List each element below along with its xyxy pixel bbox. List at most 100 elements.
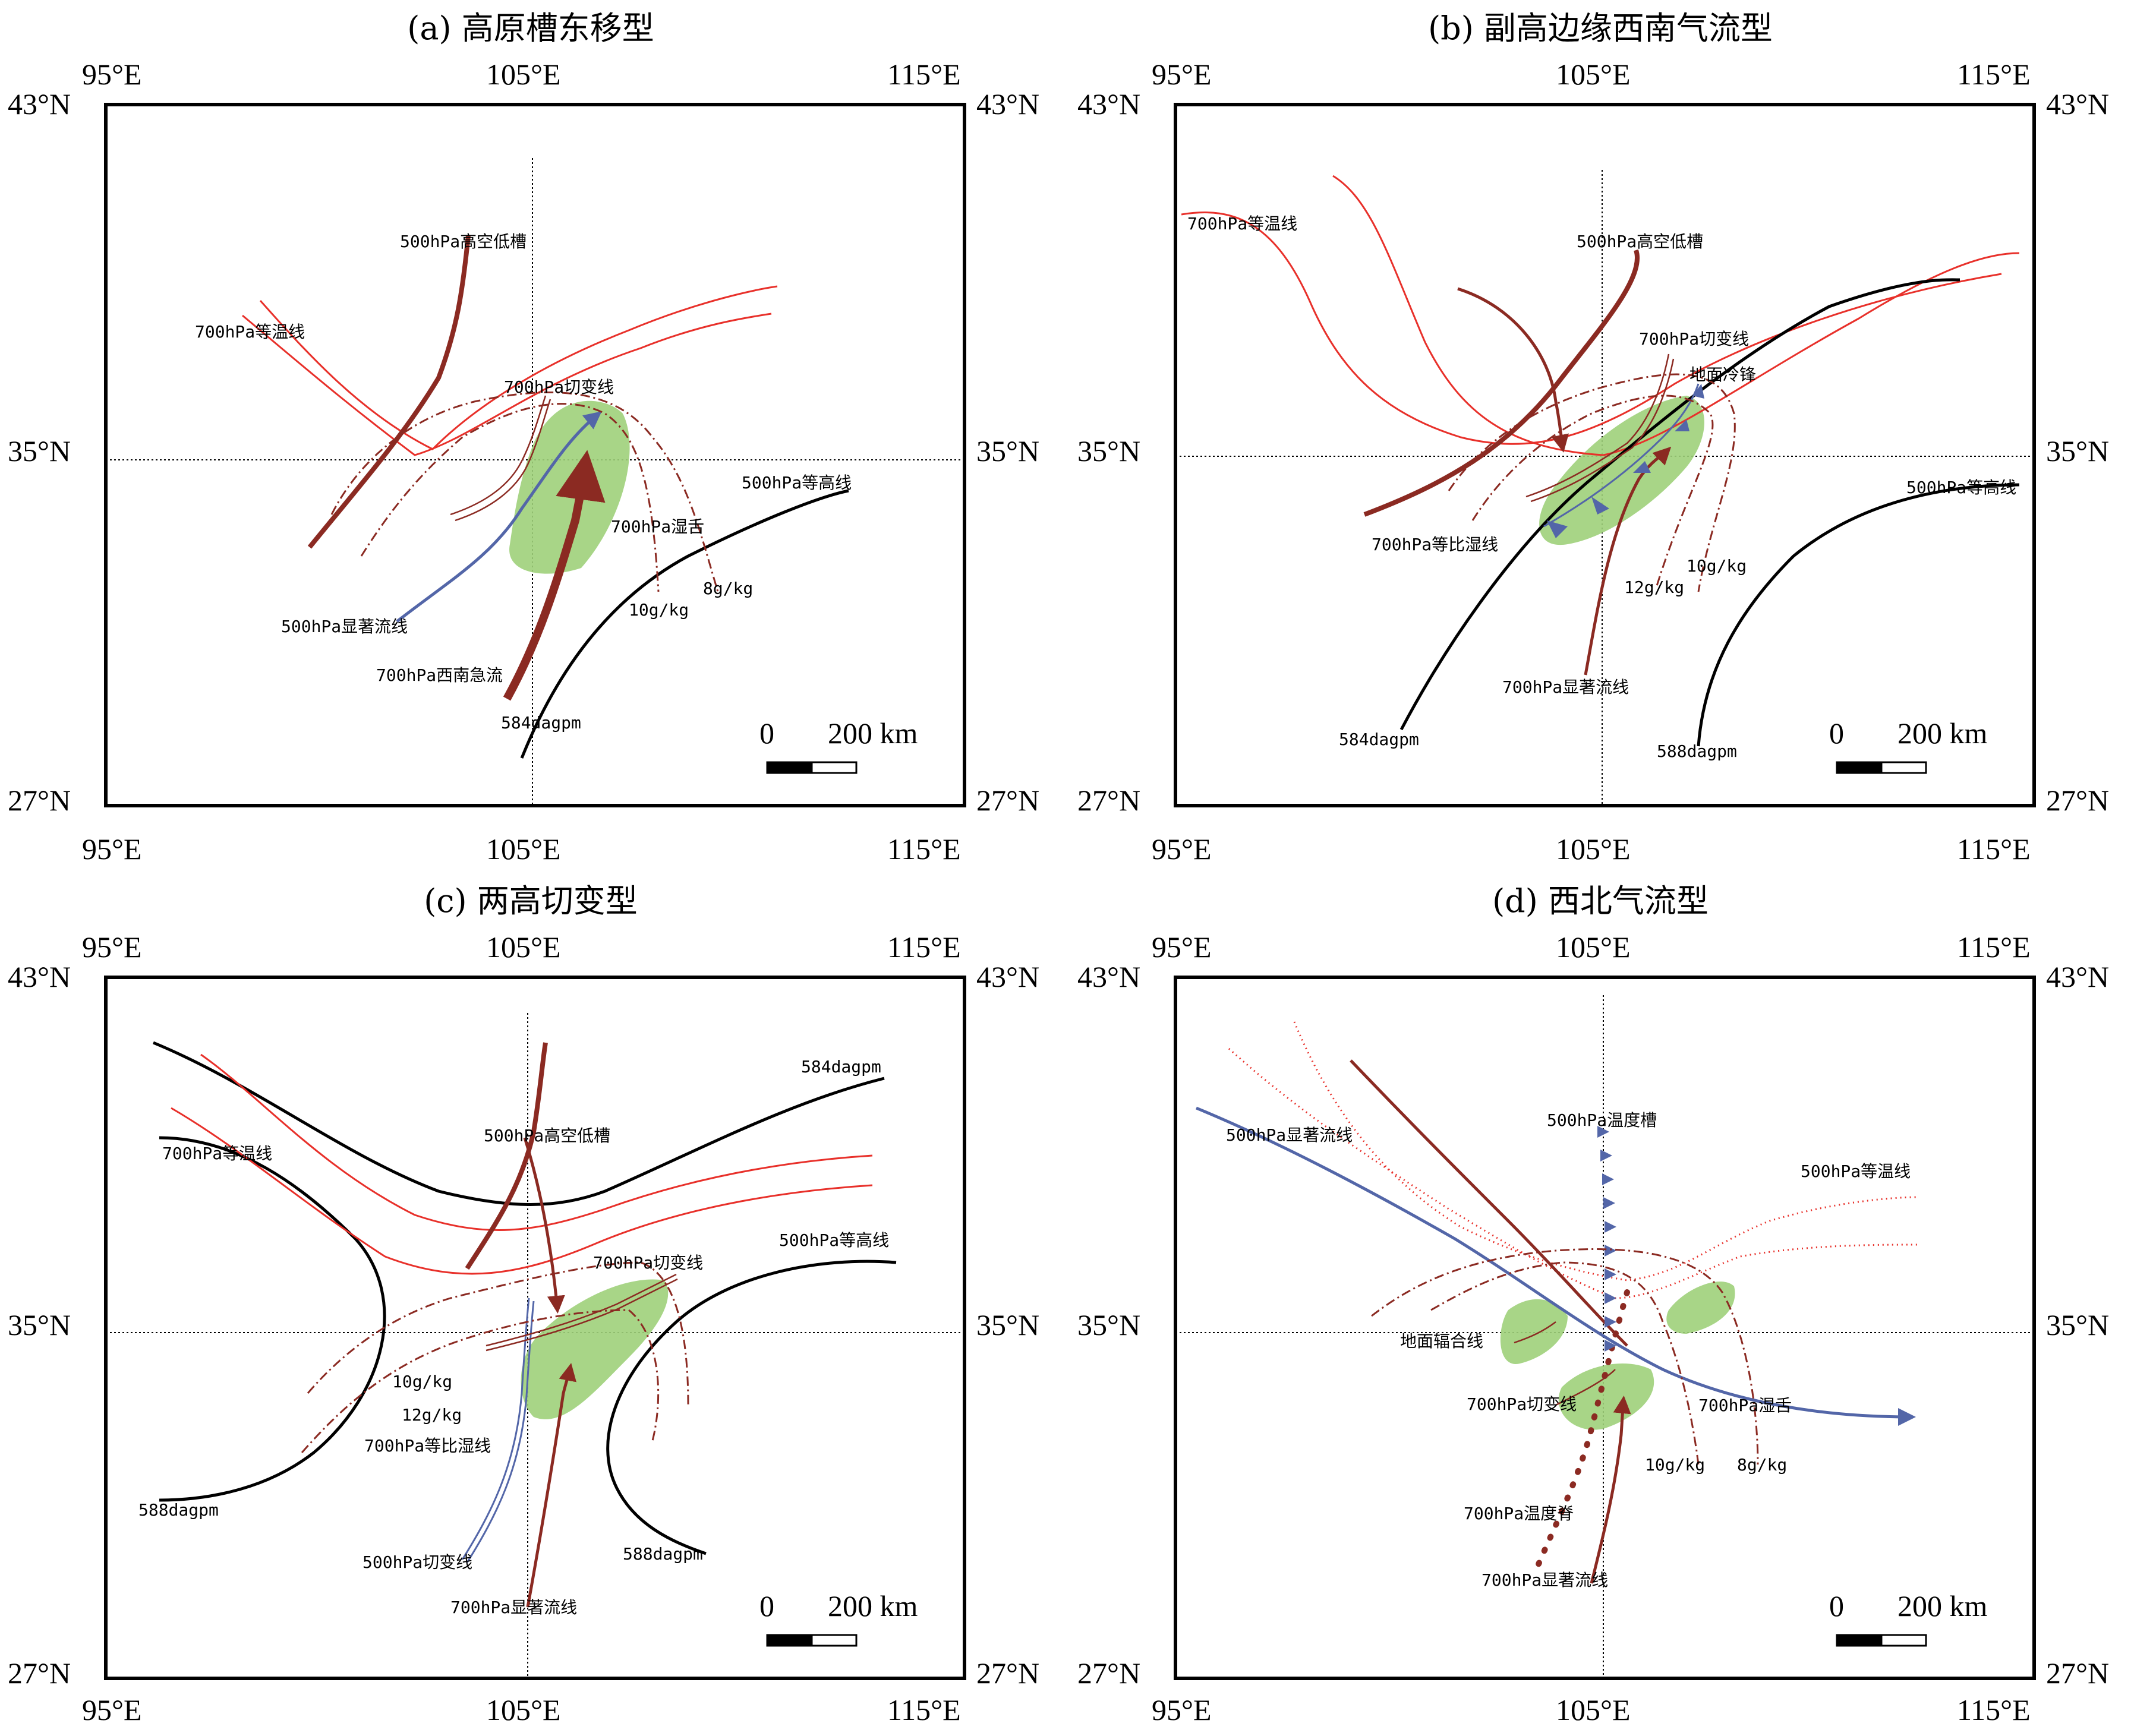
isohypse-500-1 — [1399, 278, 1960, 731]
label-moist-tongue700: 700hPa湿舌 — [1698, 1396, 1792, 1415]
panel-a: (a) 高原槽东移型 95°E 105°E 115°E 95°E 105°E 1… — [8, 10, 1039, 866]
lat-label-left-27: 27°N — [1077, 1656, 1140, 1690]
isotherm-700-2 — [171, 1107, 873, 1275]
label-convergence: 地面辐合线 — [1400, 1331, 1483, 1351]
label-q10: 10g/kg — [1645, 1455, 1705, 1475]
lat-label-left-35: 35°N — [1077, 1308, 1140, 1342]
scale-bar: 0 200 km — [1829, 717, 1988, 774]
lon-label-bottom-115: 115°E — [887, 1693, 961, 1726]
map-frame — [1174, 103, 2036, 807]
shear-700 — [1555, 1369, 1616, 1406]
shear-700-2 — [455, 399, 551, 522]
panel-title: (b) 副高边缘西南气流型 — [1428, 10, 1773, 47]
label-isotherm500: 500hPa等温线 — [1801, 1161, 1911, 1181]
scale-bar: 0 200 km — [759, 1589, 918, 1647]
label-h588b: 588dagpm — [623, 1544, 703, 1564]
map-frame — [1174, 976, 2036, 1680]
moisture-line-10 — [360, 403, 660, 592]
label-sw-jet700: 700hPa西南急流 — [376, 665, 503, 685]
label-shear700: 700hPa切变线 — [1639, 329, 1749, 349]
label-moist-tongue700: 700hPa湿舌 — [611, 517, 704, 536]
sw-jet-700 — [503, 450, 606, 701]
moisture-line-8 — [330, 391, 719, 592]
trough-500 — [1350, 1059, 1628, 1347]
lon-label-top-95: 95°E — [82, 58, 142, 91]
label-h588: 588dagpm — [1657, 741, 1737, 761]
panel-b: (b) 副高边缘西南气流型 95°E 105°E 115°E 95°E 105°… — [1077, 10, 2109, 866]
shear-700-1 — [450, 395, 547, 516]
lat-label-right-43: 43°N — [976, 87, 1039, 121]
isotherm-700-1 — [200, 1053, 873, 1231]
isotherm-500-2 — [1228, 1047, 1919, 1299]
isohypse-584 — [153, 1041, 885, 1206]
label-temp-ridge700: 700hPa温度脊 — [1464, 1504, 1574, 1523]
lat-label-left-27: 27°N — [8, 784, 71, 817]
streamline-500 — [1196, 1106, 1916, 1426]
panel-c: (c) 两高切变型 95°E 105°E 115°E 95°E 105°E 11… — [8, 882, 1039, 1726]
convergence-line — [1514, 1321, 1556, 1344]
label-streamline500: 500hPa显著流线 — [281, 617, 408, 636]
moisture-line-10 — [307, 1261, 689, 1406]
trough-500 — [465, 1042, 548, 1270]
moist-area-3 — [1666, 1282, 1735, 1334]
moisture-line-10 — [1430, 1261, 1700, 1465]
map-frame — [104, 976, 966, 1680]
lon-label-top-95: 95°E — [1152, 58, 1212, 91]
label-isoq700: 700hPa等比湿线 — [364, 1436, 491, 1456]
lat-label-right-35: 35°N — [2046, 434, 2109, 468]
lon-label-top-105: 105°E — [486, 58, 561, 91]
lat-label-right-43: 43°N — [2046, 960, 2109, 993]
lat-label-left-43: 43°N — [1077, 960, 1140, 993]
label-q10: 10g/kg — [1687, 556, 1747, 576]
isohypse-588-right — [606, 1260, 897, 1555]
lon-label-bottom-115: 115°E — [1957, 1693, 2031, 1726]
lon-label-bottom-115: 115°E — [1957, 832, 2031, 866]
isohypse-588-left — [159, 1136, 386, 1502]
lat-label-left-43: 43°N — [1077, 87, 1140, 121]
panel-title: (c) 两高切变型 — [424, 882, 638, 920]
label-shear700: 700hPa切变线 — [1467, 1394, 1577, 1414]
label-isohypse500: 500hPa等高线 — [779, 1230, 889, 1250]
lon-label-bottom-105: 105°E — [1556, 832, 1631, 866]
map-frame — [104, 103, 966, 807]
label-h584: 584dagpm — [801, 1057, 881, 1077]
lat-label-left-43: 43°N — [8, 87, 71, 121]
lat-label-right-35: 35°N — [2046, 1308, 2109, 1342]
isohypse-500 — [520, 489, 849, 759]
trough-500 — [307, 235, 471, 549]
isohypse-500-2 — [1697, 483, 2020, 747]
label-isotherm700: 700hPa等温线 — [162, 1144, 272, 1163]
shear-700-1 — [486, 1273, 677, 1347]
label-isoq700: 700hPa等比湿线 — [1372, 535, 1498, 554]
scale-zero: 0 — [759, 1589, 774, 1623]
lon-label-top-115: 115°E — [1957, 930, 2031, 964]
moisture-line-10 — [1448, 373, 1736, 592]
lat-label-left-27: 27°N — [1077, 784, 1140, 817]
label-temp-trough500: 500hPa温度槽 — [1547, 1110, 1657, 1130]
shear-700-2 — [1530, 358, 1675, 503]
lon-label-bottom-95: 95°E — [82, 832, 142, 866]
lat-label-left-43: 43°N — [8, 960, 71, 993]
scale-distance: 200 km — [828, 717, 918, 750]
isotherm-700-2 — [1332, 175, 2020, 456]
lat-label-right-35: 35°N — [976, 1308, 1039, 1342]
lon-label-top-105: 105°E — [1556, 58, 1631, 91]
label-q12: 12g/kg — [402, 1405, 462, 1425]
label-trough500: 500hPa高空低槽 — [484, 1126, 610, 1145]
panel-title: (a) 高原槽东移型 — [407, 10, 654, 47]
scale-bar: 0 200 km — [759, 717, 918, 774]
label-h584: 584dagpm — [501, 713, 581, 733]
scale-distance: 200 km — [1897, 717, 1988, 750]
lat-label-right-27: 27°N — [976, 784, 1039, 817]
label-q10: 10g/kg — [629, 600, 689, 620]
lon-label-top-105: 105°E — [486, 930, 561, 964]
lon-label-top-115: 115°E — [887, 930, 961, 964]
streamline-700 — [526, 1363, 576, 1608]
lon-label-bottom-105: 105°E — [1556, 1693, 1631, 1726]
lon-label-bottom-95: 95°E — [1152, 1693, 1212, 1726]
shear-700-1 — [1525, 353, 1670, 498]
label-shear700: 700hPa切变线 — [593, 1253, 703, 1273]
label-streamline700: 700hPa显著流线 — [1481, 1570, 1608, 1590]
label-streamline700: 700hPa显著流线 — [450, 1598, 577, 1617]
